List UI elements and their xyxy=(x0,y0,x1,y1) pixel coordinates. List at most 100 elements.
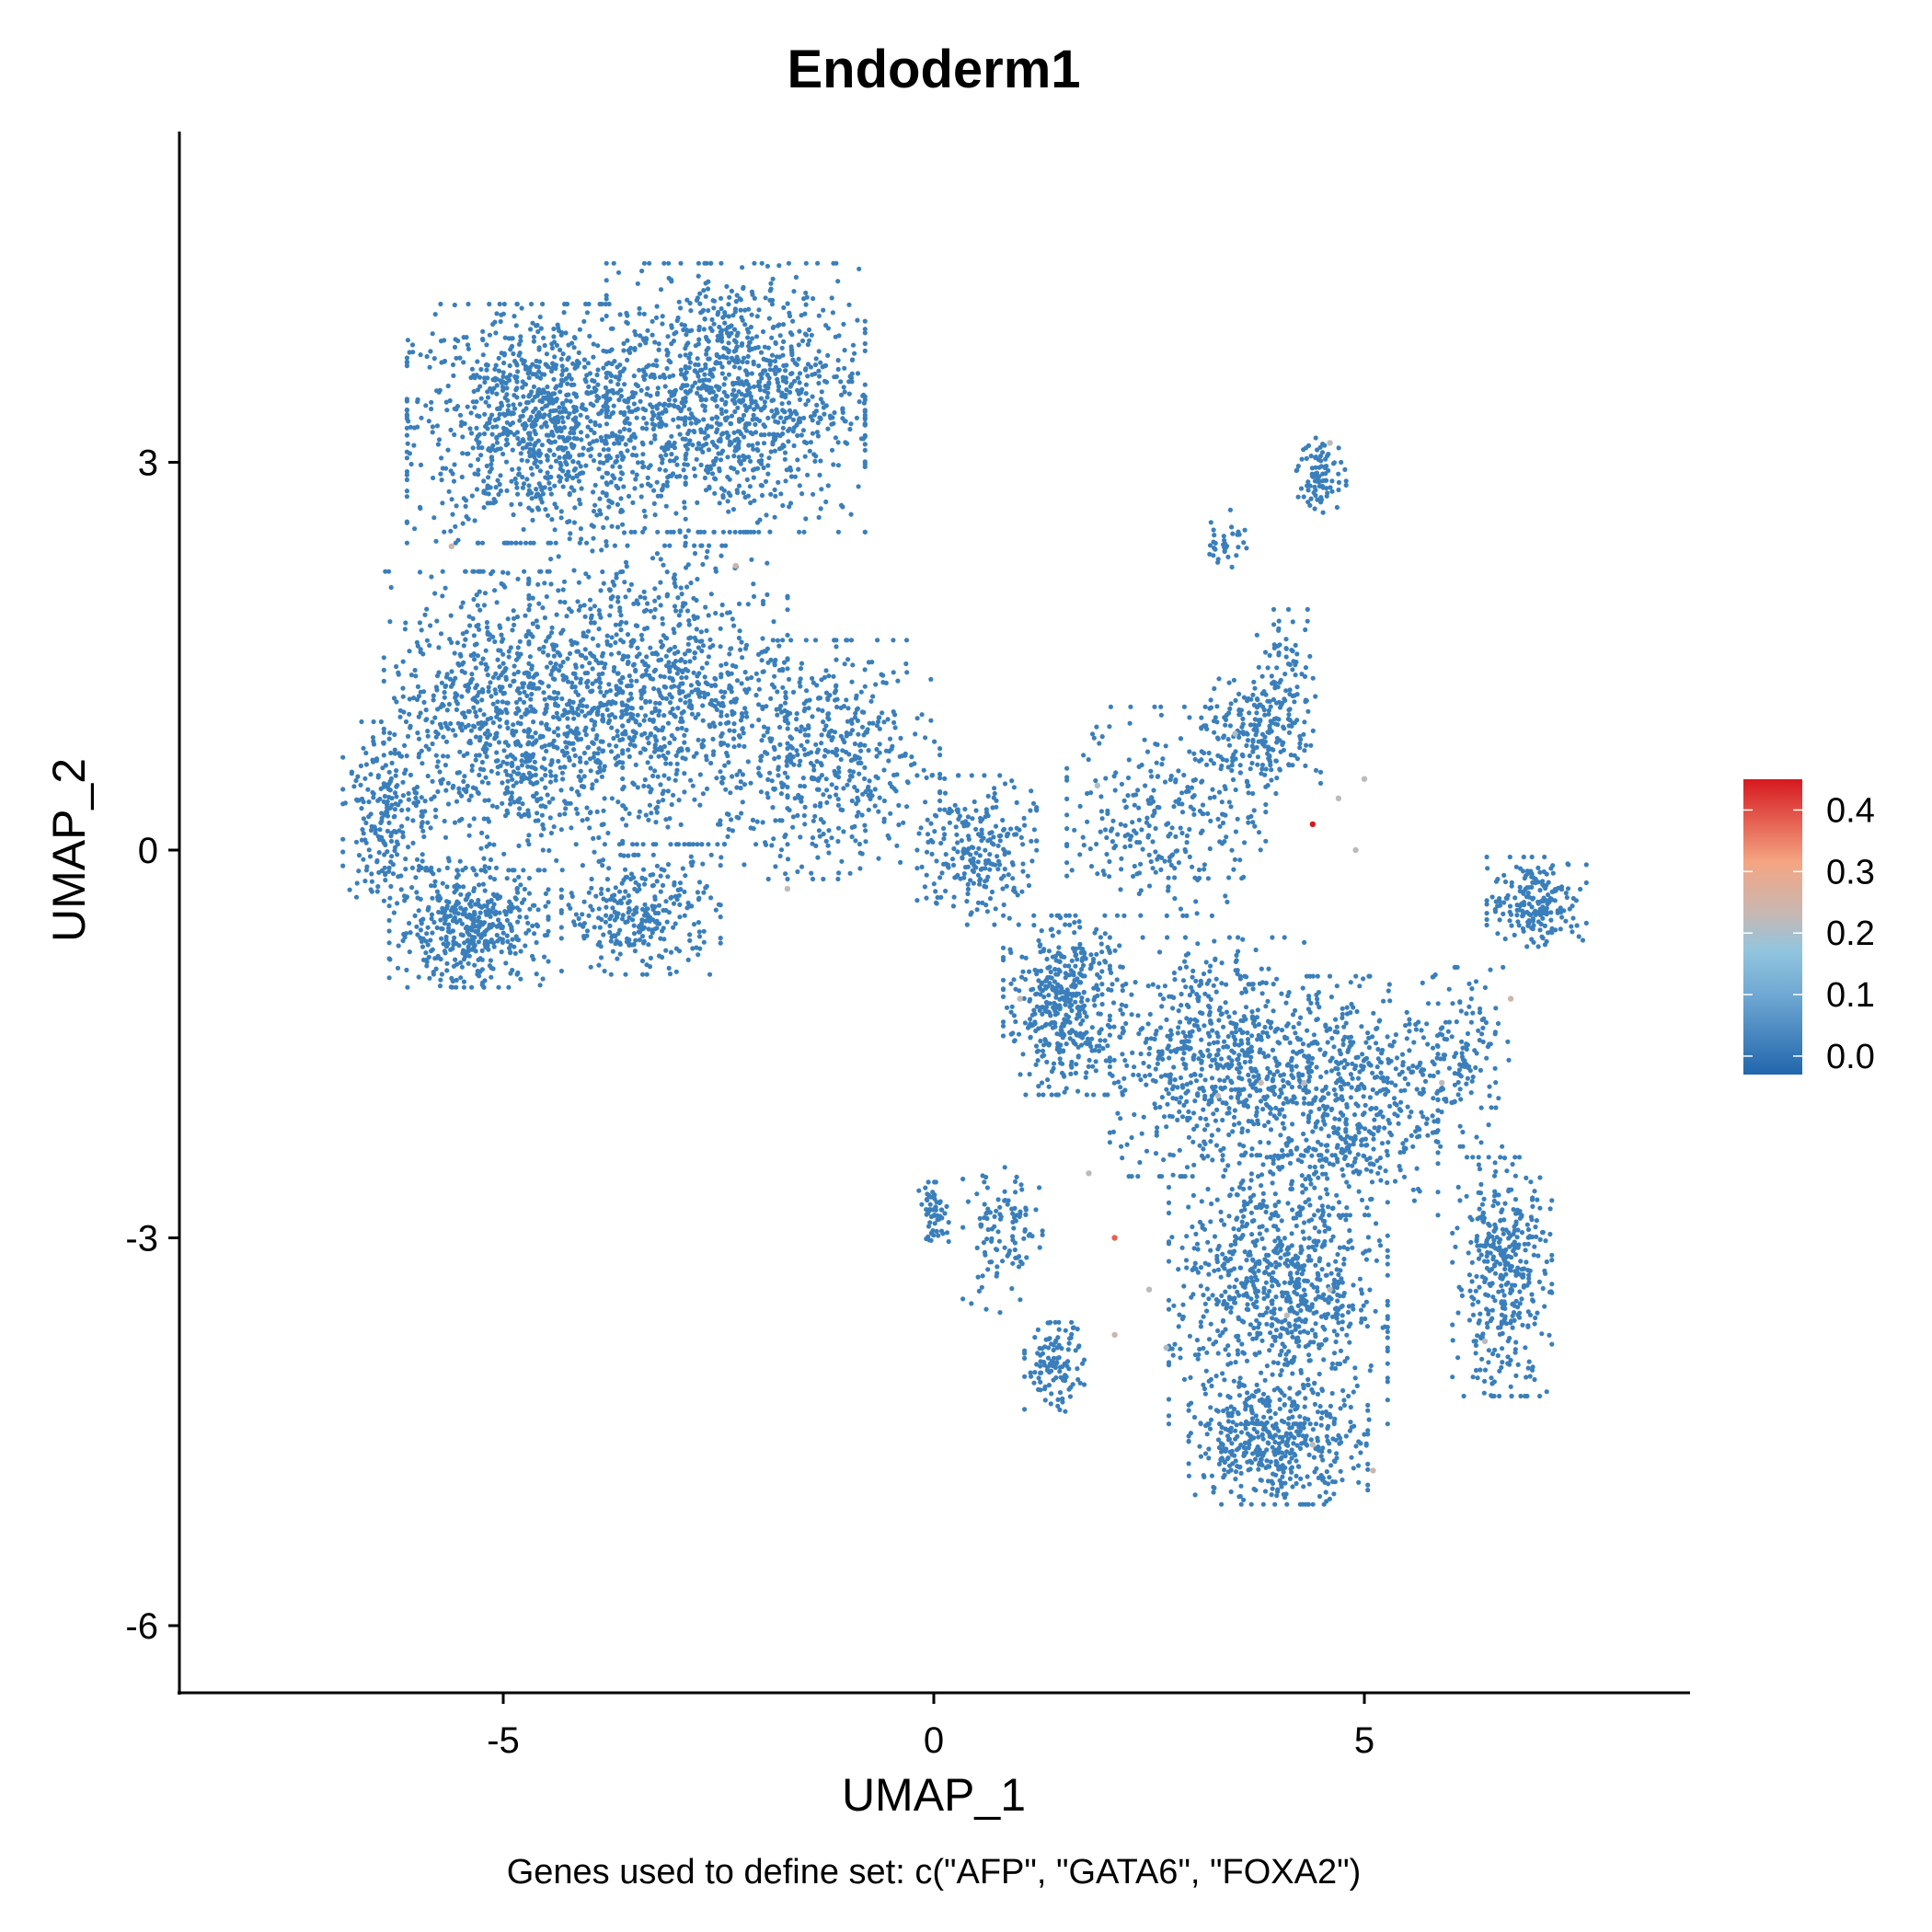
data-point xyxy=(573,675,579,681)
data-point xyxy=(472,405,477,410)
data-point xyxy=(476,897,481,903)
data-point xyxy=(746,686,752,692)
data-point xyxy=(608,479,615,485)
data-point xyxy=(721,842,728,847)
data-point xyxy=(706,654,712,660)
data-point xyxy=(445,447,451,453)
data-point xyxy=(469,767,475,774)
data-point xyxy=(566,355,571,361)
data-point xyxy=(739,639,744,645)
data-point xyxy=(862,408,868,414)
data-point xyxy=(505,725,511,731)
data-point xyxy=(673,946,680,951)
data-point xyxy=(564,392,569,398)
data-point xyxy=(535,581,541,587)
data-point xyxy=(673,969,679,974)
data-point xyxy=(719,397,725,402)
data-point xyxy=(507,362,512,369)
data-point xyxy=(531,423,536,429)
data-point xyxy=(558,356,564,362)
data-point xyxy=(834,753,840,758)
data-point xyxy=(592,849,597,855)
data-point xyxy=(694,297,700,303)
data-point xyxy=(621,895,627,901)
data-point xyxy=(673,329,679,335)
data-point xyxy=(725,610,730,615)
data-point xyxy=(464,789,469,795)
data-point xyxy=(604,349,609,354)
data-point xyxy=(658,557,663,562)
data-point xyxy=(567,606,572,612)
data-point xyxy=(618,715,624,720)
data-point xyxy=(765,646,771,651)
data-point xyxy=(562,799,568,804)
data-point xyxy=(658,873,663,879)
data-point xyxy=(670,471,676,477)
data-point xyxy=(627,420,632,427)
data-point xyxy=(607,588,613,593)
data-point xyxy=(801,296,807,302)
data-point xyxy=(478,366,484,373)
data-point xyxy=(677,528,683,534)
data-point xyxy=(404,967,409,972)
data-point xyxy=(631,374,637,379)
data-point xyxy=(743,368,749,374)
data-point xyxy=(635,785,640,790)
data-point xyxy=(506,403,512,408)
data-point xyxy=(458,891,464,897)
data-point xyxy=(681,708,686,715)
data-point xyxy=(610,905,615,911)
data-point xyxy=(700,443,707,448)
data-point xyxy=(452,820,458,825)
data-point xyxy=(396,943,401,949)
data-point xyxy=(719,553,724,558)
data-point xyxy=(518,721,523,727)
data-point xyxy=(511,722,516,728)
data-point xyxy=(492,912,499,917)
data-point xyxy=(683,415,688,420)
data-point xyxy=(809,870,814,876)
data-point xyxy=(751,412,756,418)
data-point xyxy=(602,693,607,698)
data-point xyxy=(776,479,781,486)
data-point xyxy=(559,868,565,873)
data-point xyxy=(542,581,547,586)
data-point xyxy=(888,811,893,816)
data-point xyxy=(490,321,496,328)
data-point xyxy=(776,754,782,760)
data-point xyxy=(527,654,534,660)
data-point xyxy=(668,949,674,955)
data-point xyxy=(730,507,737,512)
data-point xyxy=(422,612,428,617)
data-point xyxy=(420,828,426,834)
data-point xyxy=(414,890,420,895)
data-point xyxy=(444,968,450,973)
data-point xyxy=(672,880,677,886)
data-point xyxy=(859,851,865,857)
data-point xyxy=(696,324,702,329)
data-point xyxy=(499,632,504,638)
data-point xyxy=(583,732,589,738)
data-point xyxy=(845,782,850,788)
data-point xyxy=(525,733,532,740)
data-point xyxy=(454,698,459,704)
data-point xyxy=(477,925,482,930)
data-point xyxy=(593,658,599,663)
data-point xyxy=(594,809,600,815)
data-point xyxy=(569,485,574,490)
data-point xyxy=(578,759,583,765)
data-point xyxy=(655,493,661,499)
data-point xyxy=(396,672,401,677)
data-point xyxy=(672,650,678,656)
data-point xyxy=(686,407,692,412)
data-point xyxy=(546,684,551,689)
data-point xyxy=(471,705,477,710)
data-point xyxy=(481,856,487,861)
data-point xyxy=(791,289,797,294)
data-point xyxy=(810,841,815,846)
data-point xyxy=(556,732,561,738)
data-point xyxy=(465,404,470,409)
data-point xyxy=(526,684,532,690)
data-point xyxy=(509,924,514,930)
data-point xyxy=(594,712,601,718)
